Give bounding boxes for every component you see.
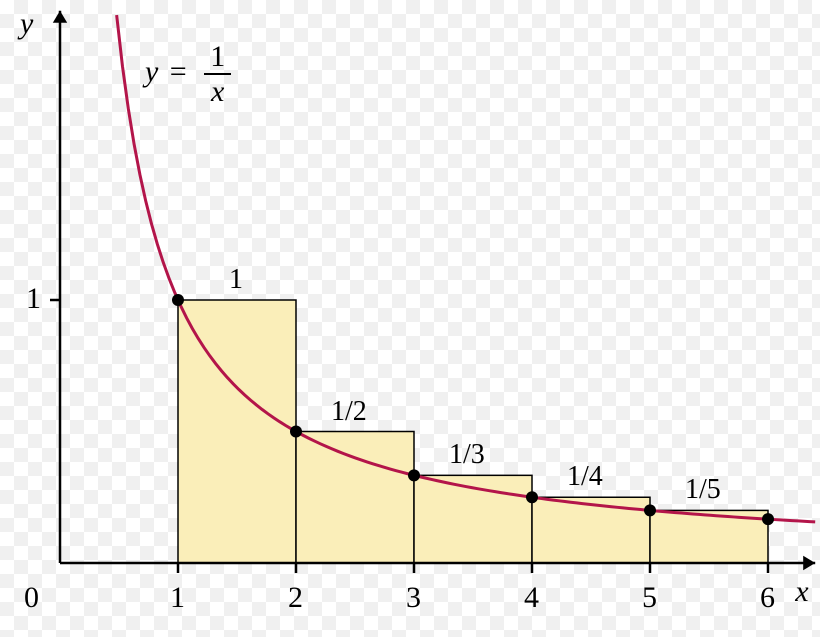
x-axis-label: x — [795, 575, 808, 609]
sample-point — [762, 513, 774, 525]
chart-canvas: y x 0 y = 1 x 1 2 3 4 5 6 1 1 1/2 1/3 1/4 1/5 — [0, 0, 820, 637]
plot-svg — [0, 0, 820, 637]
x-tick-label: 2 — [288, 581, 303, 615]
sample-point — [644, 504, 656, 516]
bar-value-label: 1/3 — [449, 439, 485, 471]
x-tick-label: 6 — [760, 581, 775, 615]
riemann-bar — [178, 300, 296, 563]
eqn-equals: = — [170, 55, 187, 88]
x-axis-arrow — [803, 556, 815, 570]
y-tick-label: 1 — [26, 282, 41, 316]
bar-value-label: 1/5 — [685, 474, 721, 506]
eqn-y: y — [145, 55, 158, 88]
sample-point — [408, 469, 420, 481]
sample-point — [290, 426, 302, 438]
bar-value-label: 1/4 — [567, 461, 603, 493]
sample-point — [526, 491, 538, 503]
sample-point — [172, 294, 184, 306]
x-tick-label: 4 — [524, 581, 539, 615]
y-axis-arrow — [53, 11, 67, 23]
x-tick-label: 5 — [642, 581, 657, 615]
bar-value-label: 1 — [229, 264, 243, 296]
eqn-denominator: x — [204, 75, 231, 108]
eqn-fraction: 1 x — [204, 40, 231, 108]
riemann-bar — [296, 432, 414, 564]
riemann-bar — [532, 497, 650, 563]
y-axis-label: y — [20, 7, 33, 41]
origin-label: 0 — [24, 581, 39, 615]
x-tick-label: 3 — [406, 581, 421, 615]
x-tick-label: 1 — [170, 581, 185, 615]
eqn-numerator: 1 — [204, 40, 231, 75]
curve-equation: y = 1 x — [145, 40, 231, 108]
bar-value-label: 1/2 — [331, 396, 367, 428]
